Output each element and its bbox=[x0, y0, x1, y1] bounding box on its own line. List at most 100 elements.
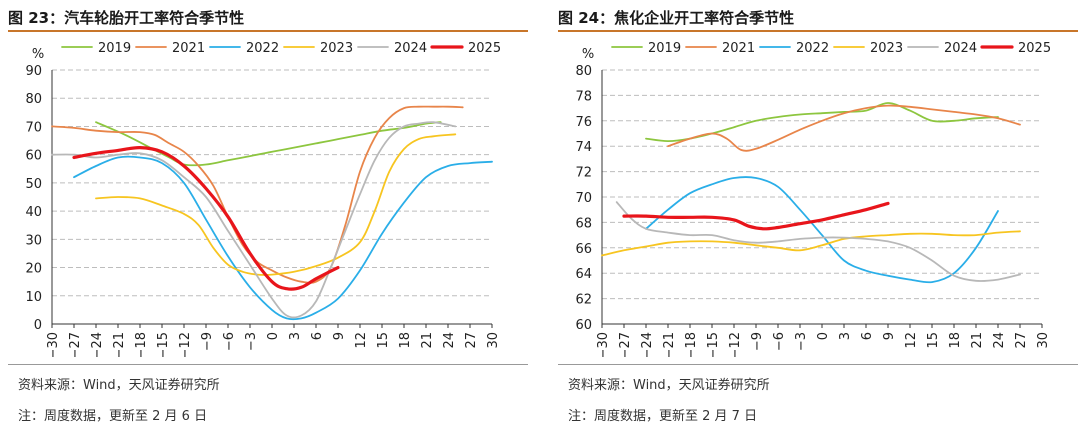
series-line-2022 bbox=[645, 176, 999, 284]
x-tick-label: −3 bbox=[244, 332, 259, 351]
legend-label-2019: 2019 bbox=[98, 41, 131, 56]
x-tick-label: −3 bbox=[794, 332, 809, 351]
y-tick-label: 30 bbox=[25, 233, 42, 248]
legend-label-2021: 2021 bbox=[722, 41, 755, 56]
x-tick-label: −6 bbox=[222, 332, 237, 351]
series-line-2025 bbox=[622, 201, 890, 231]
footer-divider bbox=[8, 364, 528, 365]
x-tick-label: 6 bbox=[310, 332, 325, 340]
x-tick-label: −9 bbox=[200, 332, 215, 351]
legend-label-2025: 2025 bbox=[1018, 41, 1051, 56]
x-tick-label: −30 bbox=[596, 332, 611, 357]
series-line-2025 bbox=[72, 145, 340, 291]
series-line-2021 bbox=[51, 105, 464, 284]
x-tick-label: 24 bbox=[992, 332, 1007, 349]
x-tick-label: 12 bbox=[904, 332, 919, 349]
x-tick-label: −18 bbox=[684, 332, 699, 357]
x-tick-label: 18 bbox=[398, 332, 413, 349]
x-tick-label: 21 bbox=[970, 332, 985, 349]
y-tick-label: 62 bbox=[575, 293, 592, 308]
chart-panel-coking-operating-rate: 图 24：焦化企业开工率符合季节性 60 62 64 66 68 70 72 74 76 78 80… bbox=[550, 0, 1080, 429]
title-bar: 图 23：汽车轮胎开工率符合季节性 bbox=[8, 4, 528, 32]
x-tick-label: −9 bbox=[750, 332, 765, 351]
y-axis-unit: % bbox=[582, 47, 594, 62]
x-tick-label: 12 bbox=[354, 332, 369, 349]
x-tick-label: −24 bbox=[640, 332, 655, 357]
series-line-2023 bbox=[95, 133, 457, 276]
x-tick-label: −21 bbox=[662, 332, 677, 357]
x-tick-label: 6 bbox=[860, 332, 875, 340]
series-line-2023 bbox=[601, 230, 1021, 257]
chart-title: 图 23：汽车轮胎开工率符合季节性 bbox=[8, 9, 245, 27]
y-tick-label: 0 bbox=[34, 318, 42, 333]
legend-label-2022: 2022 bbox=[246, 41, 279, 56]
source-note: 资料来源：Wind，天风证券研究所 bbox=[18, 378, 220, 393]
series-line-2022 bbox=[73, 155, 493, 321]
y-tick-label: 76 bbox=[575, 115, 592, 130]
legend-label-2024: 2024 bbox=[394, 41, 427, 56]
x-tick-label: −15 bbox=[706, 332, 721, 357]
y-tick-label: 40 bbox=[25, 205, 42, 220]
x-tick-label: 0 bbox=[816, 332, 831, 340]
x-tick-label: −18 bbox=[134, 332, 149, 357]
x-tick-label: 27 bbox=[1014, 332, 1029, 349]
series-line-2024 bbox=[51, 121, 457, 319]
y-tick-label: 20 bbox=[25, 262, 42, 277]
x-tick-label: 15 bbox=[926, 332, 941, 349]
legend-label-2019: 2019 bbox=[648, 41, 681, 56]
y-tick-label: 50 bbox=[25, 177, 42, 192]
legend-label-2023: 2023 bbox=[870, 41, 903, 56]
title-bar: 图 24：焦化企业开工率符合季节性 bbox=[558, 4, 1078, 32]
chart-title: 图 24：焦化企业开工率符合季节性 bbox=[558, 9, 795, 27]
x-tick-label: 0 bbox=[266, 332, 281, 340]
y-tick-label: 80 bbox=[25, 92, 42, 107]
series-line-2019 bbox=[95, 121, 442, 167]
x-tick-label: −21 bbox=[112, 332, 127, 357]
x-tick-label: 30 bbox=[486, 332, 501, 349]
y-tick-label: 66 bbox=[575, 242, 592, 257]
y-tick-label: 74 bbox=[575, 140, 592, 155]
x-tick-label: 21 bbox=[420, 332, 435, 349]
x-tick-label: −27 bbox=[68, 332, 83, 357]
source-note: 资料来源：Wind，天风证券研究所 bbox=[568, 378, 770, 393]
legend-label-2022: 2022 bbox=[796, 41, 829, 56]
x-tick-label: 18 bbox=[948, 332, 963, 349]
x-tick-label: −30 bbox=[46, 332, 61, 357]
series-line-2021 bbox=[667, 104, 1021, 152]
x-tick-label: −12 bbox=[178, 332, 193, 357]
y-tick-label: 70 bbox=[25, 120, 42, 135]
x-tick-label: 24 bbox=[442, 332, 457, 349]
legend-label-2024: 2024 bbox=[944, 41, 977, 56]
x-tick-label: 30 bbox=[1036, 332, 1051, 349]
update-note: 注：周度数据，更新至 2 月 7 日 bbox=[568, 409, 758, 424]
y-tick-label: 70 bbox=[575, 191, 592, 206]
x-tick-label: 15 bbox=[376, 332, 391, 349]
footer-divider bbox=[558, 364, 1078, 365]
y-tick-label: 72 bbox=[575, 166, 592, 181]
x-tick-label: −12 bbox=[728, 332, 743, 357]
legend-label-2021: 2021 bbox=[172, 41, 205, 56]
x-tick-label: −27 bbox=[618, 332, 633, 357]
x-tick-label: −15 bbox=[156, 332, 171, 357]
legend-label-2025: 2025 bbox=[468, 41, 501, 56]
y-tick-label: 64 bbox=[575, 267, 592, 282]
y-tick-label: 60 bbox=[25, 149, 42, 164]
y-axis-unit: % bbox=[32, 47, 44, 62]
y-tick-label: 10 bbox=[25, 290, 42, 305]
x-tick-label: −6 bbox=[772, 332, 787, 351]
series-line-2024 bbox=[615, 201, 1021, 282]
x-tick-label: 9 bbox=[882, 332, 897, 340]
y-tick-label: 80 bbox=[575, 64, 592, 79]
y-tick-label: 68 bbox=[575, 216, 592, 231]
y-tick-label: 60 bbox=[575, 318, 592, 333]
chart-panel-tire-operating-rate: 图 23：汽车轮胎开工率符合季节性 0 10 20 30 40 50 60 70 80 90% −3… bbox=[0, 0, 530, 429]
x-tick-label: 3 bbox=[288, 332, 303, 340]
x-tick-label: −24 bbox=[90, 332, 105, 357]
legend-label-2023: 2023 bbox=[320, 41, 353, 56]
x-tick-label: 3 bbox=[838, 332, 853, 340]
y-tick-label: 90 bbox=[25, 64, 42, 79]
x-tick-label: 9 bbox=[332, 332, 347, 340]
update-note: 注：周度数据，更新至 2 月 6 日 bbox=[18, 409, 208, 424]
